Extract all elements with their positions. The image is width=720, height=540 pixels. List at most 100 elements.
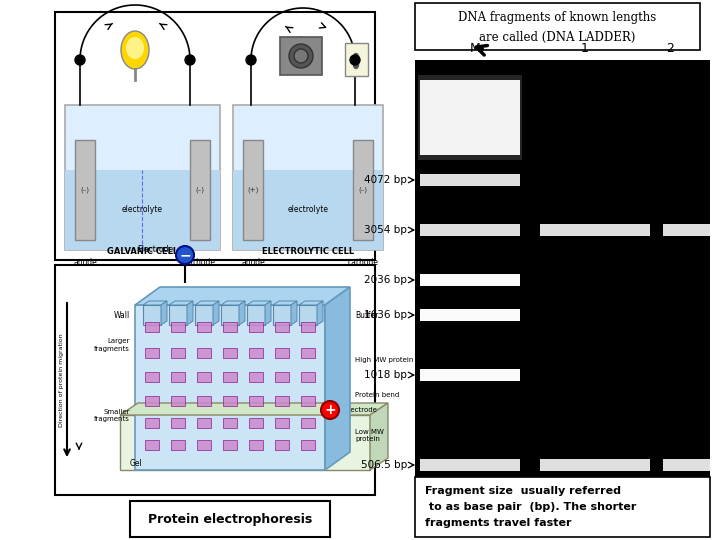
Text: cathode: cathode	[184, 258, 215, 267]
FancyBboxPatch shape	[55, 265, 375, 495]
FancyBboxPatch shape	[249, 440, 263, 450]
Circle shape	[294, 49, 308, 63]
FancyBboxPatch shape	[190, 140, 210, 240]
FancyBboxPatch shape	[145, 418, 159, 428]
Text: fragments travel faster: fragments travel faster	[425, 518, 572, 528]
Polygon shape	[221, 305, 239, 325]
FancyBboxPatch shape	[301, 418, 315, 428]
Text: 1: 1	[581, 42, 589, 55]
Polygon shape	[135, 287, 350, 305]
FancyBboxPatch shape	[301, 440, 315, 450]
FancyBboxPatch shape	[249, 418, 263, 428]
Text: ELECTROLYTIC CELL: ELECTROLYTIC CELL	[262, 247, 354, 256]
Text: (–): (–)	[196, 187, 204, 193]
Polygon shape	[187, 301, 193, 325]
FancyBboxPatch shape	[420, 274, 520, 286]
FancyBboxPatch shape	[171, 418, 185, 428]
FancyBboxPatch shape	[145, 372, 159, 382]
FancyBboxPatch shape	[65, 105, 220, 250]
FancyBboxPatch shape	[275, 396, 289, 406]
FancyBboxPatch shape	[663, 224, 718, 236]
Text: (–): (–)	[81, 187, 89, 193]
Polygon shape	[299, 301, 323, 305]
FancyBboxPatch shape	[171, 440, 185, 450]
Text: Wall: Wall	[114, 310, 130, 320]
FancyBboxPatch shape	[420, 309, 520, 321]
FancyBboxPatch shape	[301, 372, 315, 382]
FancyBboxPatch shape	[420, 174, 520, 186]
Polygon shape	[195, 301, 219, 305]
FancyBboxPatch shape	[663, 459, 718, 471]
FancyBboxPatch shape	[197, 348, 211, 358]
Polygon shape	[299, 305, 317, 325]
Circle shape	[321, 401, 339, 419]
FancyBboxPatch shape	[275, 372, 289, 382]
FancyBboxPatch shape	[420, 459, 520, 471]
Text: cathode: cathode	[348, 258, 379, 267]
FancyBboxPatch shape	[420, 274, 520, 286]
FancyBboxPatch shape	[75, 140, 95, 240]
Polygon shape	[247, 301, 271, 305]
FancyBboxPatch shape	[275, 348, 289, 358]
Polygon shape	[169, 305, 187, 325]
FancyBboxPatch shape	[171, 396, 185, 406]
Text: electrolyte: electrolyte	[122, 206, 163, 214]
Text: +: +	[324, 403, 336, 417]
FancyBboxPatch shape	[275, 418, 289, 428]
Circle shape	[246, 55, 256, 65]
FancyBboxPatch shape	[197, 440, 211, 450]
Circle shape	[350, 55, 360, 65]
Polygon shape	[221, 301, 245, 305]
Text: (+): (+)	[247, 187, 258, 193]
FancyBboxPatch shape	[540, 224, 650, 236]
FancyBboxPatch shape	[420, 309, 520, 321]
FancyBboxPatch shape	[223, 348, 237, 358]
Ellipse shape	[126, 37, 144, 59]
Polygon shape	[273, 305, 291, 325]
FancyBboxPatch shape	[223, 440, 237, 450]
Circle shape	[185, 55, 195, 65]
FancyBboxPatch shape	[275, 440, 289, 450]
FancyBboxPatch shape	[243, 140, 263, 240]
Text: 2: 2	[666, 42, 674, 55]
FancyBboxPatch shape	[55, 12, 375, 260]
Circle shape	[176, 246, 194, 264]
Ellipse shape	[121, 31, 149, 69]
FancyBboxPatch shape	[415, 60, 710, 490]
FancyBboxPatch shape	[415, 477, 710, 537]
Text: 2036 bp: 2036 bp	[364, 275, 407, 285]
Text: M: M	[469, 42, 480, 55]
Text: Electrode: Electrode	[137, 245, 173, 253]
Text: Buffer: Buffer	[355, 310, 379, 320]
Polygon shape	[161, 301, 167, 325]
Polygon shape	[120, 415, 370, 470]
Text: High MW protein: High MW protein	[355, 357, 413, 363]
FancyBboxPatch shape	[301, 348, 315, 358]
Polygon shape	[239, 301, 245, 325]
FancyBboxPatch shape	[301, 322, 315, 332]
FancyBboxPatch shape	[344, 43, 367, 76]
FancyBboxPatch shape	[233, 105, 383, 250]
FancyBboxPatch shape	[353, 140, 373, 240]
FancyBboxPatch shape	[171, 348, 185, 358]
FancyBboxPatch shape	[197, 372, 211, 382]
Polygon shape	[143, 305, 161, 325]
FancyBboxPatch shape	[233, 170, 383, 250]
Text: anode: anode	[73, 258, 97, 267]
FancyBboxPatch shape	[223, 322, 237, 332]
FancyBboxPatch shape	[197, 322, 211, 332]
Ellipse shape	[354, 62, 359, 69]
Polygon shape	[265, 301, 271, 325]
Text: to as base pair  (bp). The shorter: to as base pair (bp). The shorter	[425, 502, 636, 512]
Text: Gel: Gel	[130, 458, 143, 468]
Polygon shape	[135, 305, 325, 470]
Polygon shape	[195, 305, 213, 325]
Text: anode: anode	[241, 258, 265, 267]
Text: Protein electrophoresis: Protein electrophoresis	[148, 512, 312, 525]
FancyBboxPatch shape	[145, 348, 159, 358]
FancyBboxPatch shape	[301, 396, 315, 406]
Text: Larger
fragments: Larger fragments	[94, 339, 130, 352]
Text: Direction of protein migration: Direction of protein migration	[58, 333, 63, 427]
FancyBboxPatch shape	[249, 322, 263, 332]
Text: 3054 bp: 3054 bp	[364, 225, 407, 235]
